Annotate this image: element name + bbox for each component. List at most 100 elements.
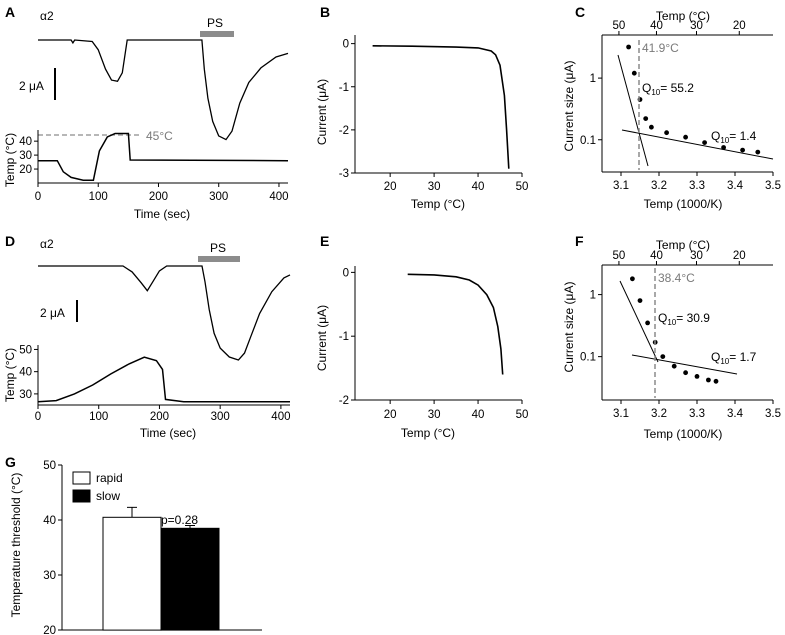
iv-trace-e <box>407 273 504 375</box>
panel-g: 20 30 40 50 rapid slow p=0.28 Temperature t… <box>9 460 262 635</box>
x-axis-title-d: Time (sec) <box>140 426 196 440</box>
y-tick-label-b: -1 <box>339 82 349 94</box>
y-tick-label-b: -3 <box>339 168 349 180</box>
x-tick-label-d: 400 <box>271 411 290 423</box>
y-axis-title-g: Temperature threshold (°C) <box>9 473 23 618</box>
ps-label-d: PS <box>210 241 226 255</box>
y-tick-label-d: 40 <box>19 367 32 379</box>
x-tick-label-d: 200 <box>150 411 169 423</box>
panel-b: 20 30 40 50 0 -1 -2 -3 Current (μA) Temp (°C) <box>315 35 528 211</box>
x-axis-title-f: Temp (1000/K) <box>644 427 723 441</box>
top-tick-label-c: 20 <box>733 20 746 32</box>
fit-line-shallow-c <box>621 129 774 160</box>
data-point-f <box>671 363 677 369</box>
panel-letter-g: G <box>5 454 16 470</box>
top-tick-label-c: 40 <box>650 20 663 32</box>
x-tick-label-c: 3.4 <box>727 180 744 192</box>
panel-letter-b: B <box>320 4 330 20</box>
y-axis-title-e: Current (μA) <box>315 305 329 371</box>
data-point-f <box>713 378 719 384</box>
x-axis-title-a: Time (sec) <box>134 207 190 221</box>
data-point-c <box>631 70 637 76</box>
x-axis-title-e: Temp (°C) <box>401 426 455 440</box>
x-tick-label-d: 300 <box>211 411 230 423</box>
q10-annotation-shallow-f: Q10= 1.7 <box>711 350 757 366</box>
data-point-c <box>755 149 761 155</box>
y-tick-label-g: 30 <box>43 570 56 582</box>
panel-letter-d: D <box>5 233 15 249</box>
legend-label-slow: slow <box>96 489 120 503</box>
top-tick-label-f: 20 <box>733 250 746 262</box>
fit-line-steep-c <box>617 54 649 167</box>
x-axis-title-b: Temp (°C) <box>411 197 465 211</box>
y-tick-label-g: 40 <box>43 515 56 527</box>
x-tick-label-e: 20 <box>384 409 397 421</box>
top-tick-label-f: 30 <box>690 250 703 262</box>
temperature-trace-a <box>38 132 289 181</box>
top-tick-label-f: 40 <box>650 250 663 262</box>
top-tick-label-c: 30 <box>690 20 703 32</box>
data-point-c <box>664 130 669 136</box>
x-tick-label-b: 50 <box>516 181 529 193</box>
x-tick-label-c: 3.1 <box>613 180 629 192</box>
data-point-c <box>649 124 654 130</box>
y-axis-title-f: Current size (μA) <box>562 282 576 373</box>
y-tick-label-d: 30 <box>19 389 32 401</box>
x-tick-label-c: 3.2 <box>651 180 667 192</box>
x-tick-label-f: 3.4 <box>727 408 744 420</box>
x-tick-label-e: 40 <box>472 409 485 421</box>
data-point-c <box>643 116 649 121</box>
y-tick-label-a: 20 <box>19 164 32 176</box>
y-tick-label-e: 0 <box>343 267 349 279</box>
scale-label-a: 2 μA <box>19 79 44 93</box>
y-axis-title-a: Temp (°C) <box>3 133 17 187</box>
x-tick-label-f: 3.3 <box>689 408 705 420</box>
scale-label-d: 2 μA <box>40 306 65 320</box>
significance-label: p=0.28 <box>161 513 198 527</box>
panel-letter-e: E <box>320 233 329 249</box>
x-tick-label-a: 200 <box>149 191 168 203</box>
panel-d: α2 PS 2 μA 0 100 200 300 400 30 40 50 Temp (°C)… <box>3 237 290 440</box>
top-tick-label-f: 50 <box>613 250 626 262</box>
legend-label-rapid: rapid <box>96 471 123 485</box>
bar-slow <box>160 527 220 631</box>
q10-annotation-steep-c: Q10= 55.2 <box>642 81 694 97</box>
panel-letter-c: C <box>575 4 585 20</box>
iv-trace-b <box>372 45 510 169</box>
y-tick-label-e: -2 <box>339 395 349 407</box>
x-tick-label-b: 20 <box>384 181 397 193</box>
y-tick-label-b: -2 <box>339 125 349 137</box>
y-tick-label-g: 20 <box>43 625 56 635</box>
x-tick-label-a: 100 <box>89 191 108 203</box>
y-tick-label-f: 1 <box>590 290 596 302</box>
x-tick-label-b: 30 <box>428 181 441 193</box>
current-trace-d <box>38 265 291 361</box>
ps-bar-d <box>198 256 240 262</box>
y-tick-label-g: 50 <box>43 460 56 472</box>
threshold-label-c: 41.9°C <box>642 41 679 55</box>
y-axis-title-c: Current size (μA) <box>562 61 576 152</box>
x-tick-label-d: 100 <box>89 411 108 423</box>
data-point-f <box>683 370 688 376</box>
y-tick-label-b: 0 <box>343 39 349 51</box>
data-point-c <box>626 44 631 50</box>
y-tick-label-c: 0.1 <box>580 135 596 147</box>
panel-letter-a: A <box>5 4 15 20</box>
data-point-f <box>630 276 635 282</box>
fit-line-steep-f <box>619 280 659 363</box>
x-tick-label-f: 3.1 <box>613 408 629 420</box>
top-axis-title-c: Temp (°C) <box>656 9 710 23</box>
x-tick-label-a: 0 <box>35 191 41 203</box>
y-tick-label-a: 40 <box>19 136 32 148</box>
top-tick-label-c: 50 <box>613 20 626 32</box>
x-tick-label-b: 40 <box>472 181 485 193</box>
fit-line-shallow-f <box>631 354 738 375</box>
ps-label-a: PS <box>207 16 223 30</box>
legend-swatch-rapid <box>72 471 91 485</box>
x-tick-label-f: 3.5 <box>765 408 781 420</box>
ps-bar-a <box>200 31 234 37</box>
threshold-label-f: 38.4°C <box>658 271 695 285</box>
y-axis-title-d: Temp (°C) <box>3 348 17 402</box>
data-point-c <box>721 145 726 150</box>
x-tick-label-c: 3.3 <box>689 180 705 192</box>
